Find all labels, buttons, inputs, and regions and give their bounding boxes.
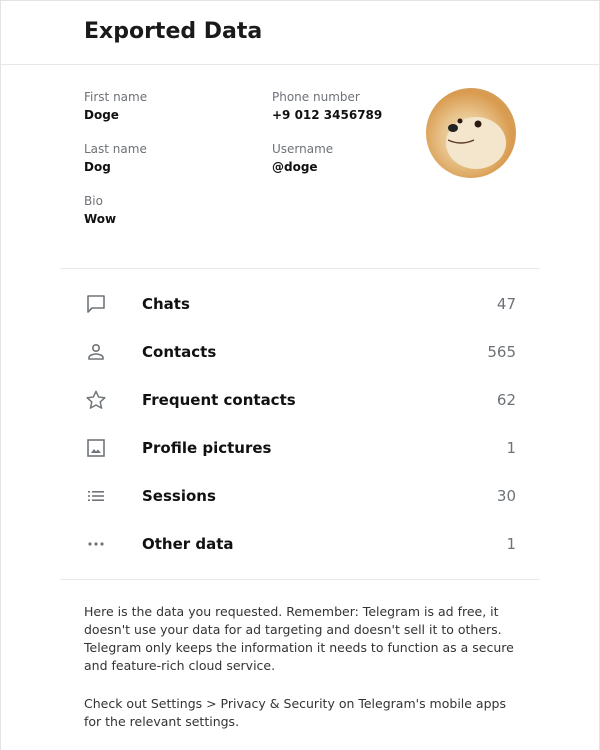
first-name-value: Doge xyxy=(84,108,119,122)
username-field: Username @doge xyxy=(272,141,333,175)
section-count: 47 xyxy=(496,295,516,313)
section-label: Frequent contacts xyxy=(142,391,296,409)
section-count: 1 xyxy=(506,439,516,457)
first-name-label: First name xyxy=(84,90,148,104)
section-count: 62 xyxy=(496,391,516,409)
section-count: 565 xyxy=(487,343,516,361)
person-icon xyxy=(84,340,108,364)
header: Exported Data xyxy=(0,0,600,65)
more-dots-icon xyxy=(84,532,108,556)
first-name-field: First name Doge xyxy=(84,89,147,123)
info-text: Here is the data you requested. Remember… xyxy=(84,604,514,673)
section-sessions[interactable]: Sessions 30 xyxy=(84,481,516,511)
section-label: Other data xyxy=(142,535,234,553)
username-label: Username xyxy=(272,142,334,156)
settings-hint-text: Check out Settings > Privacy & Security … xyxy=(84,696,506,729)
phone-field: Phone number +9 012 3456789 xyxy=(272,89,382,123)
star-icon xyxy=(84,388,108,412)
avatar xyxy=(426,88,516,178)
section-label: Chats xyxy=(142,295,190,313)
image-icon xyxy=(84,436,108,460)
last-name-field: Last name Dog xyxy=(84,141,147,175)
bio-value: Wow xyxy=(84,212,117,226)
page-title: Exported Data xyxy=(84,19,263,44)
section-label: Contacts xyxy=(142,343,217,361)
phone-value: +9 012 3456789 xyxy=(272,108,383,122)
section-contacts[interactable]: Contacts 565 xyxy=(84,337,516,367)
bio-label: Bio xyxy=(84,194,103,208)
section-label: Sessions xyxy=(142,487,216,505)
list-icon xyxy=(84,484,108,508)
section-frequent-contacts[interactable]: Frequent contacts 62 xyxy=(84,385,516,415)
phone-label: Phone number xyxy=(272,90,360,104)
divider xyxy=(60,579,540,580)
section-count: 1 xyxy=(506,535,516,553)
bio-field: Bio Wow xyxy=(84,193,116,227)
section-chats[interactable]: Chats 47 xyxy=(84,289,516,319)
section-count: 30 xyxy=(496,487,516,505)
section-profile-pictures[interactable]: Profile pictures 1 xyxy=(84,433,516,463)
section-label: Profile pictures xyxy=(142,439,272,457)
chat-bubble-icon xyxy=(84,292,108,316)
username-value: @doge xyxy=(272,160,318,174)
divider xyxy=(60,268,540,269)
last-name-value: Dog xyxy=(84,160,111,174)
section-other-data[interactable]: Other data 1 xyxy=(84,529,516,559)
last-name-label: Last name xyxy=(84,142,147,156)
